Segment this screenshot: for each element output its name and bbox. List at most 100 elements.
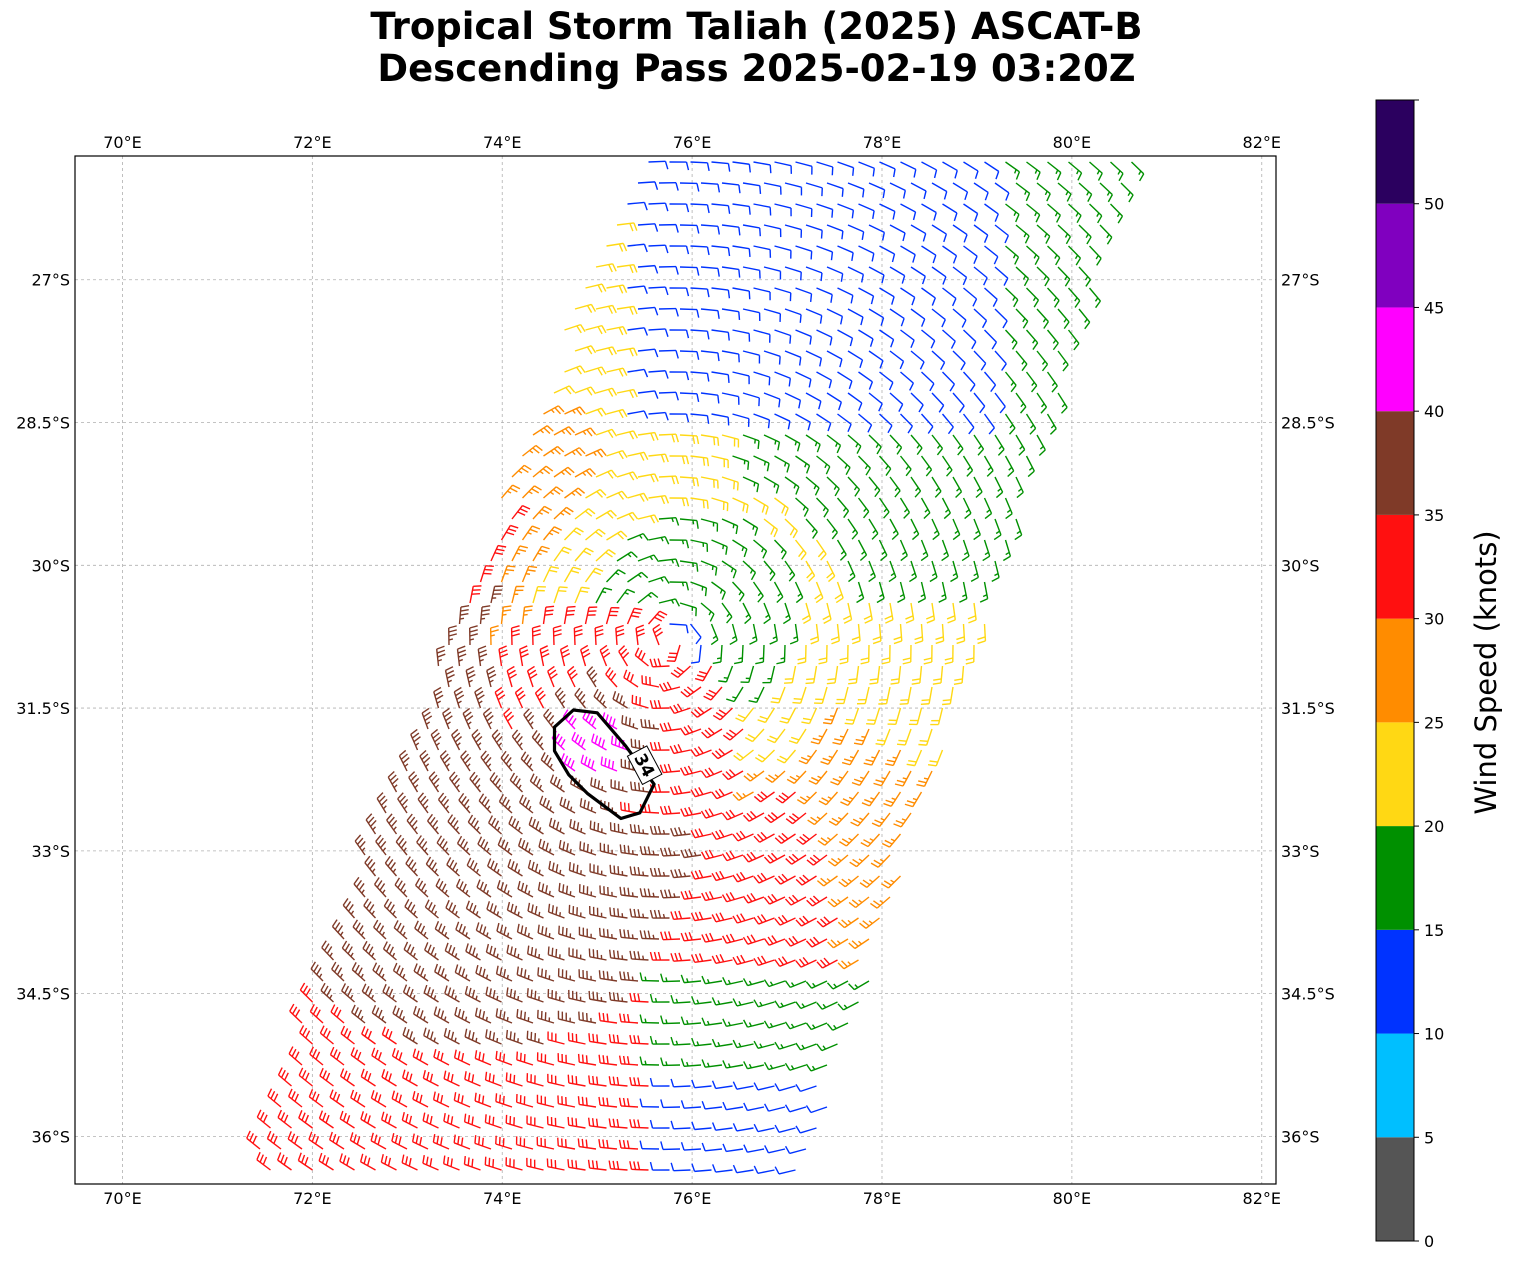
wind-barb bbox=[742, 560, 757, 581]
wind-barb bbox=[547, 903, 565, 919]
wind-barb bbox=[868, 182, 886, 199]
wind-barb bbox=[511, 585, 525, 604]
wind-barb bbox=[858, 413, 873, 433]
wind-barb bbox=[963, 287, 978, 307]
wind-barb bbox=[453, 1049, 471, 1066]
wind-barb bbox=[1004, 371, 1017, 393]
colorbar-label: Wind Speed (knots) bbox=[1469, 530, 1503, 814]
wind-barb bbox=[711, 329, 730, 341]
wind-barb bbox=[648, 411, 669, 421]
wind-barb bbox=[598, 970, 618, 982]
wind-barb bbox=[447, 814, 461, 835]
wind-barb bbox=[589, 820, 607, 835]
wind-barb bbox=[763, 434, 781, 451]
wind-barb bbox=[784, 935, 807, 947]
wind-barb bbox=[1057, 224, 1072, 245]
wind-barb bbox=[531, 625, 541, 646]
wind-barb bbox=[506, 901, 523, 919]
wind-barb bbox=[863, 749, 881, 766]
wind-barb bbox=[339, 1110, 355, 1129]
wind-barb bbox=[669, 245, 690, 255]
wind-barb bbox=[763, 392, 781, 408]
colorbar-tick-label: 20 bbox=[1424, 817, 1444, 836]
wind-barb bbox=[679, 602, 697, 617]
wind-barb bbox=[331, 961, 345, 982]
lat-tick-label-right: 31.5°S bbox=[1281, 699, 1335, 718]
wind-barb bbox=[844, 707, 860, 725]
wind-barb bbox=[889, 266, 906, 284]
wind-barb bbox=[952, 518, 961, 541]
wind-barb bbox=[1014, 518, 1023, 541]
wind-barb bbox=[397, 792, 409, 814]
wind-barb bbox=[900, 413, 913, 434]
wind-barb bbox=[1015, 476, 1024, 499]
wind-barb bbox=[1004, 329, 1018, 350]
wind-barb bbox=[890, 665, 902, 685]
wind-barb bbox=[679, 308, 700, 318]
wind-barb bbox=[701, 1100, 723, 1110]
wind-barb bbox=[953, 665, 965, 685]
wind-barb bbox=[690, 329, 710, 340]
lat-tick-label-right: 30°S bbox=[1281, 556, 1320, 575]
wind-barb bbox=[256, 1109, 271, 1129]
wind-barb bbox=[900, 287, 916, 306]
wind-barb bbox=[795, 956, 817, 968]
wind-barb bbox=[463, 1113, 481, 1129]
wind-barb bbox=[893, 623, 903, 645]
lat-tick-label-right: 28.5°S bbox=[1281, 414, 1335, 433]
wind-barb bbox=[526, 1030, 544, 1045]
wind-barb bbox=[942, 203, 958, 222]
wind-barb bbox=[814, 581, 824, 604]
wind-barb bbox=[680, 686, 702, 698]
wind-barb bbox=[567, 1074, 586, 1087]
wind-barb bbox=[454, 1006, 471, 1024]
wind-barb bbox=[372, 962, 387, 982]
wind-barb bbox=[637, 390, 659, 399]
wind-barb bbox=[526, 1073, 544, 1087]
wind-barb bbox=[784, 560, 796, 582]
wind-barb bbox=[558, 925, 576, 940]
wind-barb bbox=[774, 203, 792, 217]
wind-barb bbox=[691, 1079, 712, 1089]
wind-barb bbox=[630, 781, 649, 793]
wind-barb bbox=[563, 566, 582, 583]
wind-barb bbox=[764, 1103, 786, 1112]
wind-barb bbox=[884, 602, 894, 624]
wind-barb bbox=[658, 391, 679, 401]
wind-barb bbox=[563, 527, 584, 541]
wind-barb bbox=[610, 779, 628, 793]
wind-barb bbox=[878, 539, 888, 562]
wind-barb bbox=[1046, 413, 1057, 435]
wind-barb bbox=[910, 392, 924, 413]
lon-tick-label-bottom: 82°E bbox=[1243, 1189, 1281, 1208]
wind-barb bbox=[670, 952, 691, 962]
wind-barb bbox=[548, 817, 565, 835]
wind-barb bbox=[558, 839, 576, 856]
wind-barb bbox=[384, 855, 398, 877]
wind-barb bbox=[287, 1131, 303, 1150]
wind-barb bbox=[500, 605, 512, 625]
wind-barb bbox=[952, 224, 968, 243]
wind-barb bbox=[1036, 434, 1046, 456]
wind-barb bbox=[392, 1005, 408, 1024]
wind-barb bbox=[469, 771, 482, 793]
wind-barb bbox=[863, 602, 873, 624]
wind-barb bbox=[637, 554, 660, 563]
wind-barb bbox=[782, 602, 791, 625]
wind-barb bbox=[1026, 245, 1040, 266]
wind-barb bbox=[860, 644, 870, 665]
lat-tick-label-right: 36°S bbox=[1281, 1127, 1320, 1146]
wind-barb bbox=[434, 963, 450, 982]
wind-barb bbox=[816, 455, 831, 475]
wind-barb bbox=[527, 859, 544, 877]
wind-barb bbox=[952, 476, 963, 498]
wind-barb bbox=[721, 850, 744, 862]
wind-barb bbox=[331, 919, 345, 940]
wind-barb bbox=[810, 623, 820, 645]
wind-barb bbox=[871, 812, 891, 828]
wind-barb bbox=[567, 1159, 586, 1171]
wind-barb bbox=[498, 793, 513, 814]
wind-barb bbox=[742, 602, 752, 625]
wind-barb bbox=[627, 285, 648, 295]
